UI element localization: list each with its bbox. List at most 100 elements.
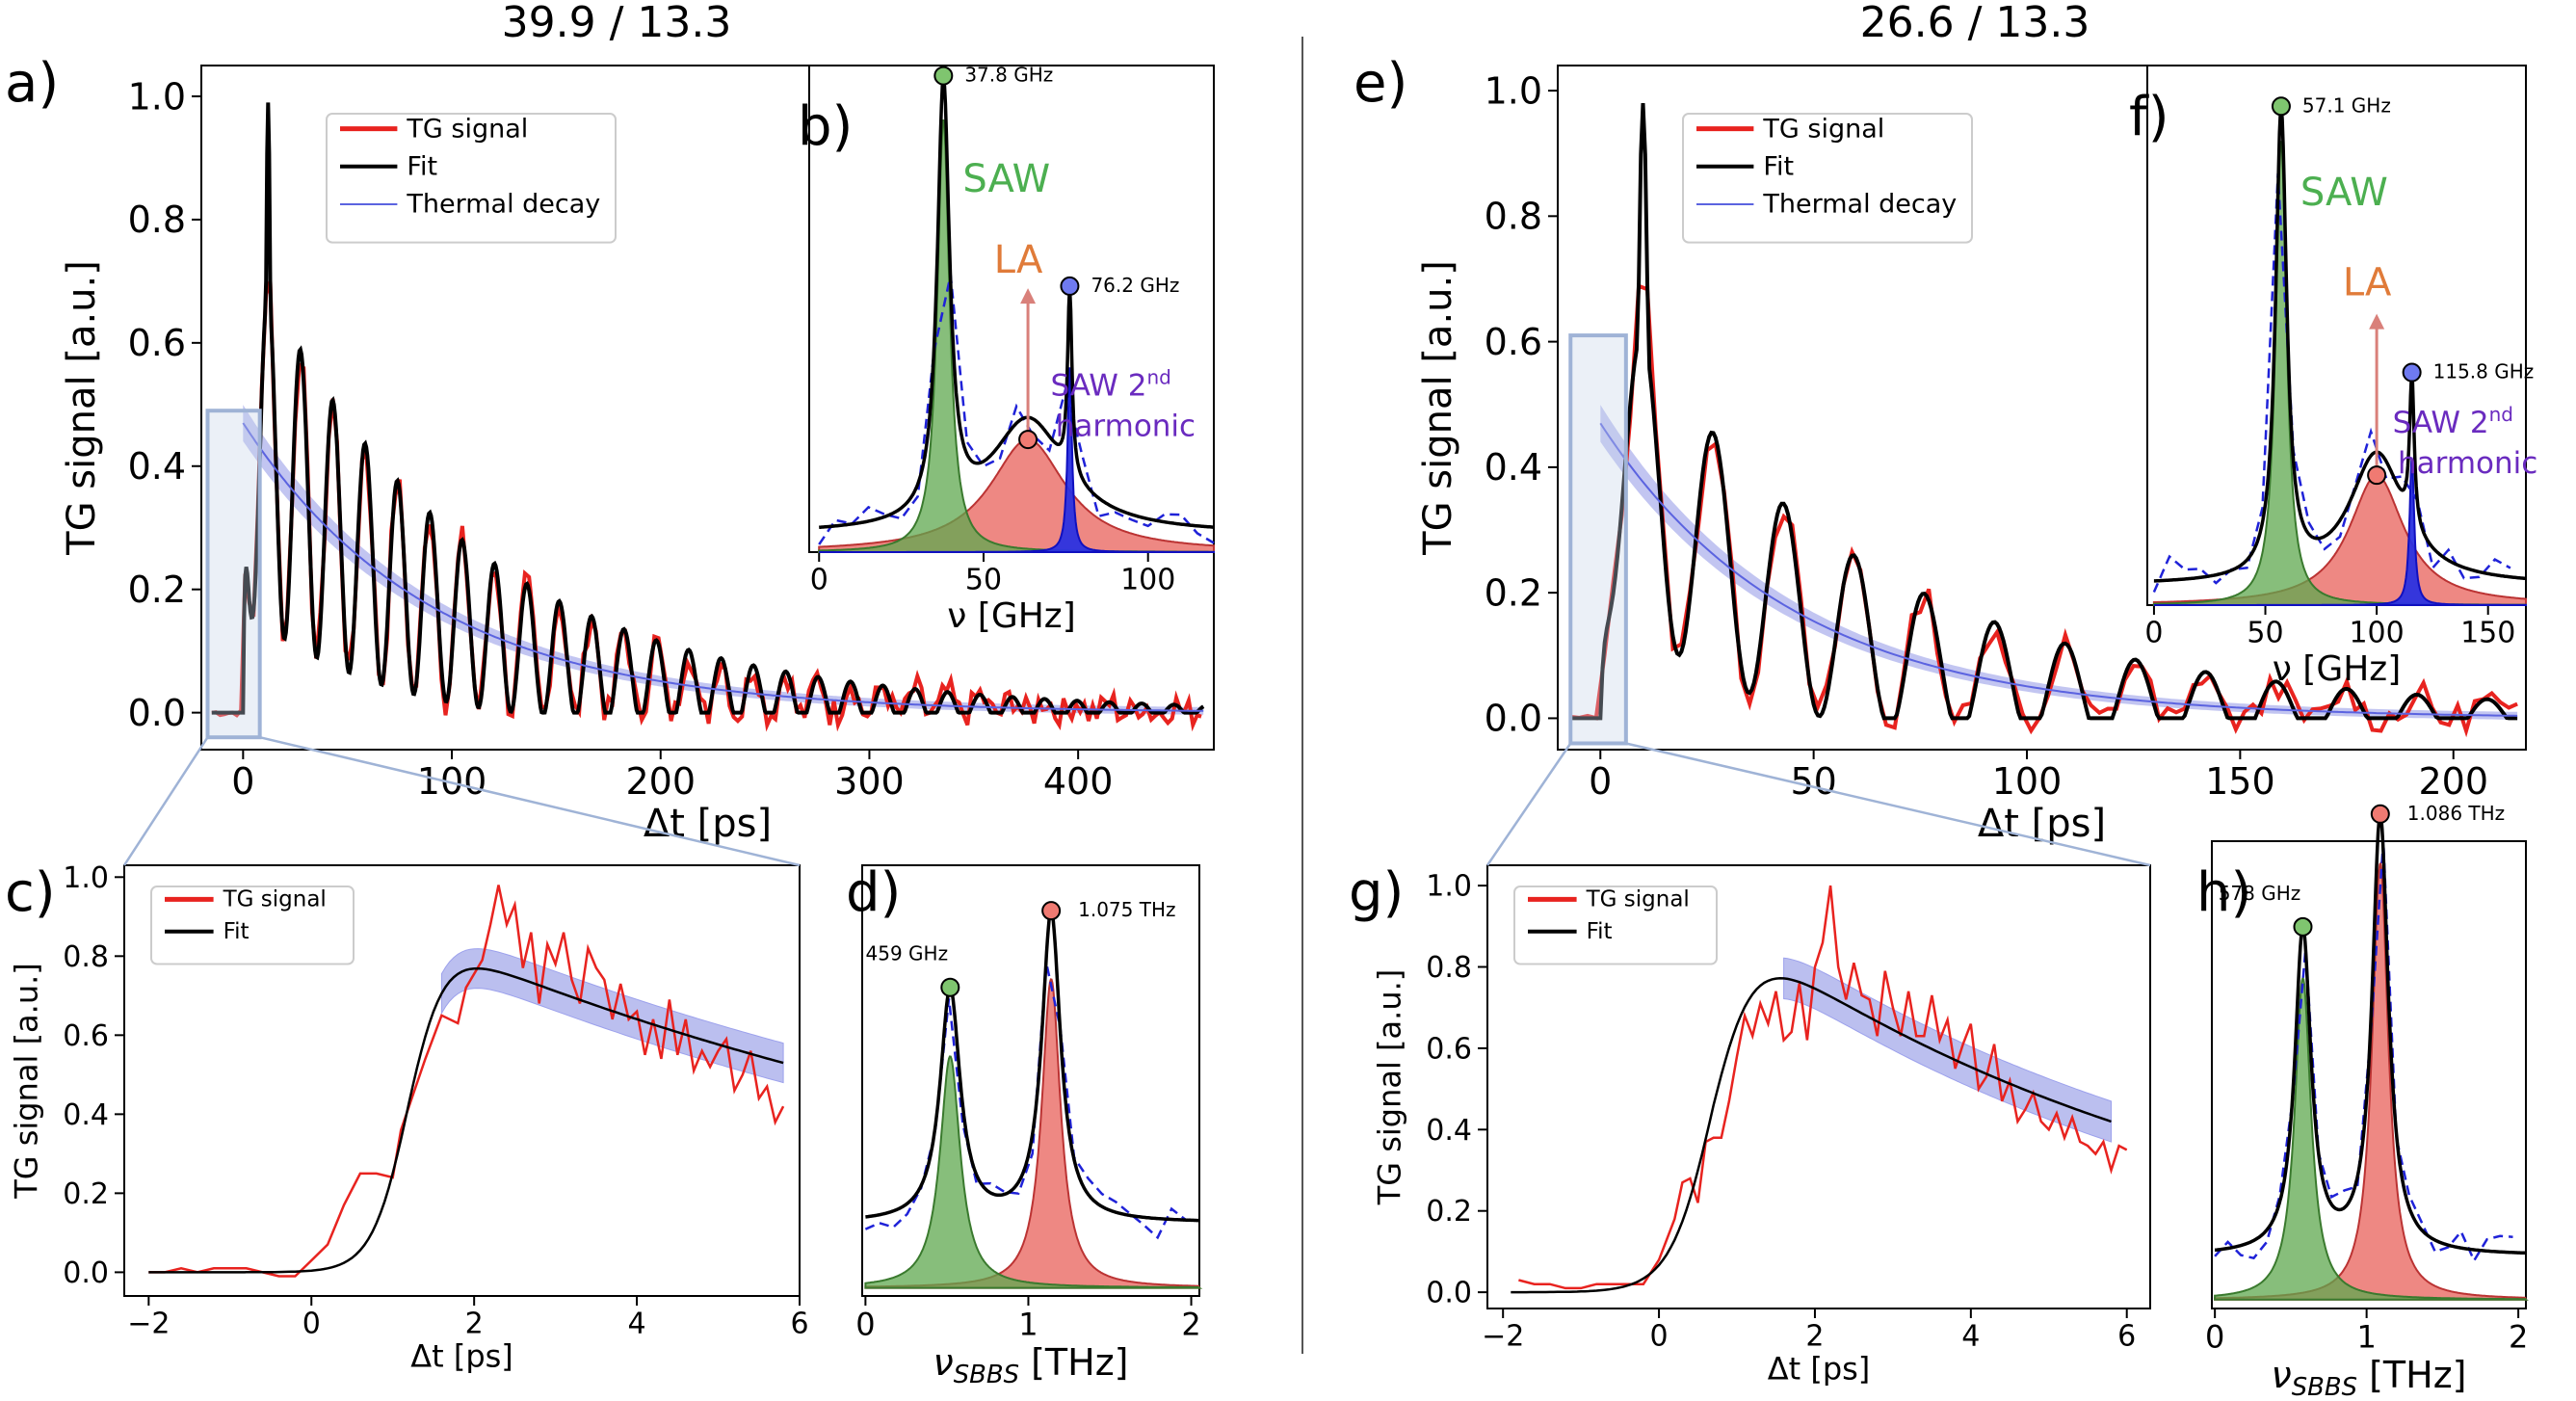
xtick-label: 300 [834,760,905,803]
xtick-label: 200 [625,760,696,803]
ytick-label: 0.8 [128,198,186,241]
xtick-label: 50 [965,564,1002,597]
panel-b: b) 0 50 100 ν [GHz] 37.8 GHz 76.2 GHz SAW LA SAW … [798,64,1215,636]
ytick-label: 0.8 [1426,951,1472,985]
panel-label-a: a) [5,52,59,115]
legend-label: TG signal [1762,114,1884,144]
spectrum-fit [2215,810,2526,1256]
zoom-connector [122,736,209,866]
xtick-label: 0 [1589,760,1612,803]
fit-line [211,102,1205,715]
xtick-label: 0 [302,1308,321,1341]
peak-label: 578 GHz [2219,882,2301,905]
ytick-label: 1.0 [63,861,109,895]
xtick-label: 100 [417,760,487,803]
xtick-label: 100 [1120,564,1175,597]
ytick-label: 0.2 [1485,571,1542,614]
peak-label: 57.1 GHz [2302,93,2391,117]
xtick-label: 50 [1790,760,1836,803]
xtick-label: 1 [1018,1306,1038,1342]
xtick-label: −2 [127,1308,170,1341]
legend-label: Fit [407,151,437,181]
legend-label: Thermal decay [406,190,600,220]
xtick-label: 200 [2418,760,2488,803]
la-marker [2367,465,2387,486]
ytick-label: 0.6 [1485,321,1542,363]
right-header: 26.6 / 13.3 [1860,0,2090,47]
panel-g: g) −2 0 2 4 6 0.0 0.2 0.4 0.6 0.8 1.0 Δt [ps] TG sign… [1349,861,2151,1388]
peak-label: 76.2 GHz [1091,274,1179,297]
legend-box [1513,886,1718,965]
panel-label-d: d) [846,861,901,924]
x-axis-label: Δt [ps] [1978,802,2106,846]
legend-label: Thermal decay [1762,190,1957,220]
legend-label: Fit [223,919,250,944]
peak-harmonic [819,367,1215,553]
panel-f: f) 0 50 100 150 ν [GHz] 57.1 GHz 115.8 GHz SAW LA… [2129,65,2537,689]
y-axis-label: TG signal [a.u.] [60,260,104,556]
xtick-label: 4 [1961,1320,1980,1354]
ytick-label: 0.8 [1485,196,1542,238]
xtick-label: 0 [231,760,254,803]
panel-c: c) −2 0 2 4 6 0.0 0.2 0.4 0.6 0.8 1.0 Δt [ps] TG sign… [5,861,809,1375]
xtick-label: 2 [1181,1306,1200,1342]
zoom-box [1568,333,1628,746]
xtick-label: 6 [790,1308,808,1341]
legend-label: TG signal [406,114,528,144]
xtick-label: 100 [2349,617,2404,650]
legend-label: TG signal [1586,887,1690,912]
peak-marker-la [2370,804,2390,824]
xtick-label: 6 [2117,1320,2136,1354]
ytick-label: 0.4 [63,1098,109,1132]
harmonic-label-2: harmonic [1056,410,1196,444]
peak-marker-la [1041,901,1062,921]
legend-label: Fit [1587,919,1613,944]
la-arrow-head [2369,313,2385,330]
legend-box [150,886,355,965]
ytick-label: 1.0 [128,75,186,118]
xtick-label: 400 [1043,760,1114,803]
thermal-decay-line [242,422,1204,712]
la-label: LA [994,238,1043,282]
ytick-label: 0.4 [1426,1114,1472,1148]
peak-marker-saw [933,66,954,86]
ytick-label: 1.0 [1426,870,1472,904]
xtick-label: 150 [2460,617,2515,650]
panel-label-g: g) [1349,861,1404,924]
fit-line [1570,103,2518,721]
ytick-label: 0.4 [1485,446,1542,489]
ytick-label: 0.2 [63,1177,109,1211]
tg-signal-line [148,885,785,1278]
legend-label: TG signal [223,887,327,912]
thermal-band [243,405,1204,715]
xtick-label: 4 [628,1308,646,1341]
xtick-label: 2 [2509,1318,2528,1355]
panel-label-f: f) [2129,86,2169,148]
left-header: 39.9 / 13.3 [502,0,732,47]
tg-signal-line [1518,885,2128,1290]
peak-marker-saw [940,977,960,997]
peak-marker-saw [2293,916,2313,937]
xtick-label: 50 [2247,617,2283,650]
xtick-label: 2 [1805,1320,1824,1354]
ytick-label: 0.0 [1485,698,1542,740]
plot-area-f [2146,65,2527,606]
ytick-label: 0.8 [63,940,109,974]
peak-saw [2214,975,2530,1301]
peak-label: 115.8 GHz [2433,360,2535,383]
panel-d: d) 0 1 2 νSBBS [THz] 459 GHz 1.075 THz [846,861,1203,1389]
spectrum-fit [2153,106,2527,583]
saw-label: SAW [962,157,1050,201]
spectrum-fit [819,75,1214,530]
zoom-box [205,409,262,740]
xtick-label: 0 [855,1306,875,1342]
harmonic-label: SAW 2nd [2393,403,2513,440]
y-axis-label: TG signal [a.u.] [1416,260,1460,556]
xtick-label: −2 [1482,1320,1524,1354]
x-axis-label: νSBBS [THz] [2272,1354,2467,1401]
ytick-label: 0.2 [128,568,186,611]
xtick-label: 1 [2356,1318,2376,1355]
peak-marker-saw [2271,96,2291,117]
